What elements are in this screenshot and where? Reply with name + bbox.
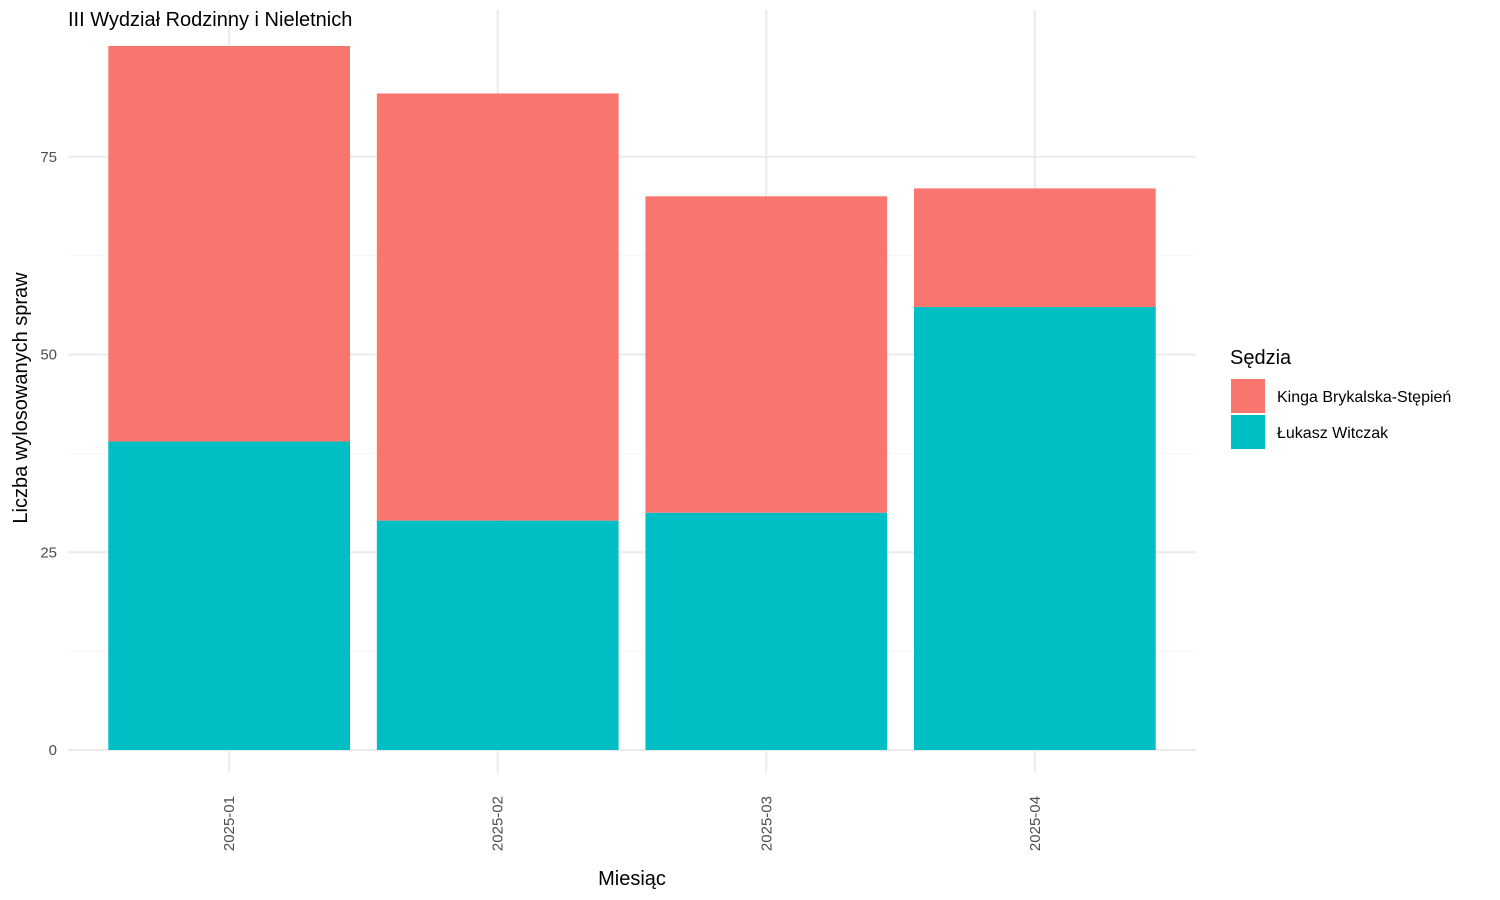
bar-segment: [645, 196, 888, 513]
bar-segment: [914, 188, 1156, 308]
legend-label: Łukasz Witczak: [1277, 425, 1389, 442]
bar-segment: [645, 512, 888, 750]
y-tick-label: 75: [40, 149, 57, 166]
y-axis-ticks: 0 25 50 75: [40, 149, 57, 759]
legend-swatch: [1231, 379, 1265, 413]
legend-title: Sędzia: [1230, 347, 1292, 369]
bars: [108, 46, 1156, 750]
y-axis-title: Liczba wylosowanych spraw: [10, 272, 32, 524]
legend-items: Kinga Brykalska-Stępień Łukasz Witczak: [1231, 379, 1451, 449]
bar-segment: [376, 520, 619, 750]
y-tick-label: 25: [40, 544, 57, 561]
x-tick-label: 2025-01: [221, 796, 238, 851]
x-tick-label: 2025-04: [1027, 796, 1044, 851]
bar-segment: [108, 46, 351, 442]
y-tick-label: 50: [40, 347, 57, 364]
x-tick-label: 2025-03: [758, 796, 775, 851]
x-tick-label: 2025-02: [490, 796, 507, 851]
bar-segment: [108, 441, 351, 750]
legend: Sędzia Kinga Brykalska-Stępień Łukasz Wit…: [1230, 347, 1451, 449]
legend-label: Kinga Brykalska-Stępień: [1277, 389, 1451, 406]
legend-swatch: [1231, 415, 1265, 449]
bar-segment: [376, 93, 619, 521]
x-axis-title: Miesiąc: [598, 868, 666, 890]
x-axis-ticks: 2025-01 2025-02 2025-03 2025-04: [221, 796, 1044, 851]
chart-title: III Wydział Rodzinny i Nieletnich: [68, 9, 352, 31]
y-tick-label: 0: [49, 742, 57, 759]
bar-segment: [914, 307, 1156, 750]
